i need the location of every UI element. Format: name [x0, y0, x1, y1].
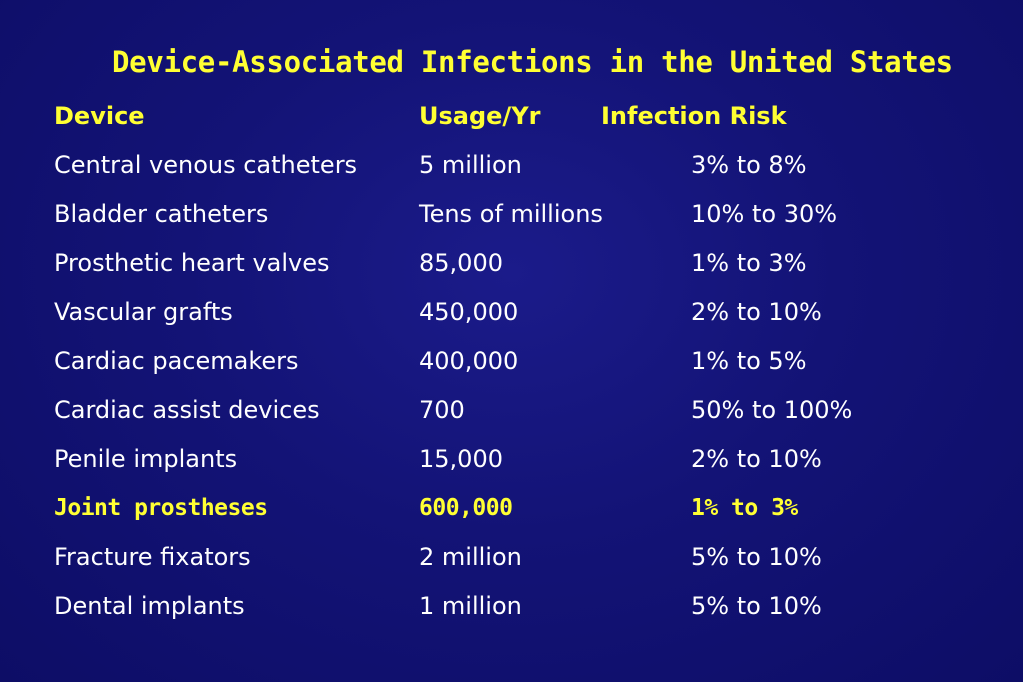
usage-cell: 15,000	[419, 445, 503, 473]
usage-cell: 400,000	[419, 347, 519, 375]
usage-cell: 700	[419, 396, 465, 424]
device-cell: Vascular grafts	[54, 298, 233, 326]
usage-cell: Tens of millions	[419, 200, 603, 228]
table-row: Vascular grafts 450,000 2% to 10%	[54, 288, 1004, 337]
table-row: Penile implants 15,000 2% to 10%	[54, 435, 1004, 484]
header-usage: Usage/Yr	[419, 102, 541, 130]
table-row-highlighted: Joint prostheses 600,000 1% to 3%	[54, 484, 1004, 533]
usage-cell: 5 million	[419, 151, 522, 179]
table-row: Cardiac pacemakers 400,000 1% to 5%	[54, 337, 1004, 386]
risk-cell: 5% to 10%	[691, 592, 822, 620]
usage-cell: 85,000	[419, 249, 503, 277]
table-row: Fracture fixators 2 million 5% to 10%	[54, 533, 1004, 582]
device-infection-table: Device Usage/Yr Infection Risk Central v…	[54, 92, 1004, 631]
device-cell: Central venous catheters	[54, 151, 358, 179]
risk-cell: 1% to 3%	[691, 495, 798, 521]
usage-cell: 600,000	[419, 495, 513, 521]
device-cell: Prosthetic heart valves	[54, 249, 330, 277]
device-cell: Cardiac assist devices	[54, 396, 320, 424]
device-cell: Bladder catheters	[54, 200, 269, 228]
device-cell: Penile implants	[54, 445, 238, 473]
usage-cell: 450,000	[419, 298, 519, 326]
device-cell: Fracture fixators	[54, 543, 251, 571]
table-row: Dental implants 1 million 5% to 10%	[54, 582, 1004, 631]
header-infection-risk: Infection Risk	[601, 102, 787, 130]
table-row: Cardiac assist devices 700 50% to 100%	[54, 386, 1004, 435]
table-row: Bladder catheters Tens of millions 10% t…	[54, 190, 1004, 239]
risk-cell: 1% to 3%	[691, 249, 807, 277]
usage-cell: 2 million	[419, 543, 522, 571]
device-cell: Dental implants	[54, 592, 245, 620]
table-row: Prosthetic heart valves 85,000 1% to 3%	[54, 239, 1004, 288]
risk-cell: 1% to 5%	[691, 347, 807, 375]
table-row: Central venous catheters 5 million 3% to…	[54, 141, 1004, 190]
risk-cell: 3% to 8%	[691, 151, 807, 179]
header-device: Device	[54, 102, 145, 130]
risk-cell: 50% to 100%	[691, 396, 853, 424]
usage-cell: 1 million	[419, 592, 522, 620]
risk-cell: 5% to 10%	[691, 543, 822, 571]
risk-cell: 10% to 30%	[691, 200, 838, 228]
device-cell: Joint prostheses	[54, 495, 268, 521]
device-cell: Cardiac pacemakers	[54, 347, 299, 375]
slide-title: Device-Associated Infections in the Unit…	[112, 45, 953, 79]
risk-cell: 2% to 10%	[691, 445, 822, 473]
risk-cell: 2% to 10%	[691, 298, 822, 326]
table-header-row: Device Usage/Yr Infection Risk	[54, 92, 1004, 141]
